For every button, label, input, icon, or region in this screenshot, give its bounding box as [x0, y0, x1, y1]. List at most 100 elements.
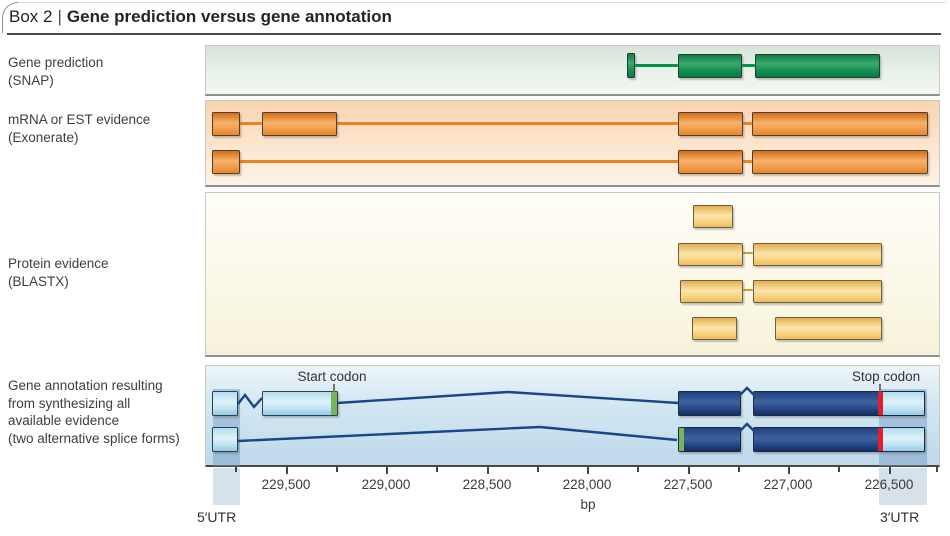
- start-codon-mark: [331, 392, 337, 415]
- est1-exon-2: [262, 112, 337, 136]
- axis-tick-label: 229,000: [361, 477, 411, 492]
- tx1-cds-exon-3-segment: [679, 392, 740, 415]
- tx1-utr5-exon: [212, 391, 238, 416]
- tx2-utr5-exon: [212, 427, 238, 452]
- est1-exon-4: [752, 112, 928, 136]
- est1-intron-2: [337, 121, 678, 125]
- axis-minor-tick: [436, 467, 438, 472]
- tx2-utr5-exon-segment: [213, 428, 237, 451]
- axis-major-tick: [587, 467, 589, 474]
- tx2-exon-3-with-stop-codon: [753, 427, 925, 452]
- est1-exon-4-segment: [753, 113, 927, 135]
- axis-tick-label: 227,500: [663, 477, 713, 492]
- snap-exon-2-segment: [679, 55, 741, 77]
- axis-tick-label: 226,500: [864, 477, 914, 492]
- axis-minor-tick: [637, 467, 639, 472]
- label-protein-evidence: Protein evidence (BLASTX): [8, 256, 109, 289]
- est2-exon-2-segment: [679, 151, 742, 173]
- stop-codon-mark: [878, 428, 883, 451]
- axis-tick-label: 229,500: [261, 477, 311, 492]
- start-codon-pointer: [333, 384, 335, 392]
- est1-exon-2-segment: [263, 113, 336, 135]
- tx1-exon-2-with-start-codon: [262, 391, 338, 416]
- blastx4-hit-2: [775, 317, 882, 340]
- utr5-shading-band-outer: [213, 468, 240, 505]
- utr3-label: 3′UTR: [880, 509, 920, 525]
- start-codon-mark: [679, 428, 684, 451]
- snap-exon-2: [678, 54, 742, 78]
- snap-intron-1: [635, 63, 678, 67]
- est2-intron-2: [743, 159, 752, 163]
- axis-major-tick: [487, 467, 489, 474]
- label-gene-annotation: Gene annotation resulting from synthesiz…: [8, 378, 180, 446]
- blastx2-hit-1-segment: [679, 244, 742, 265]
- blastx2-hit-1: [678, 243, 743, 266]
- est2-exon-3-segment: [753, 151, 927, 173]
- start-codon-label: Start codon: [297, 369, 367, 384]
- axis-unit-label: bp: [580, 497, 596, 512]
- axis-minor-tick: [537, 467, 539, 472]
- utr3-shading-band-outer: [879, 468, 927, 505]
- snap-exon-3-segment: [756, 55, 879, 77]
- tx2-cds-exon-2-with-start-codon-segment: [684, 428, 740, 451]
- axis-major-tick: [386, 467, 388, 474]
- utr5-label: 5′UTR: [197, 509, 237, 525]
- est1-exon-3: [678, 112, 743, 136]
- blastx3-hit-2-segment: [754, 281, 881, 302]
- axis-tick-label: 228,000: [562, 477, 612, 492]
- tx2-exon-3-with-stop-codon-segment: [883, 428, 924, 451]
- axis-major-tick: [788, 467, 790, 474]
- stop-codon-pointer: [879, 384, 881, 392]
- axis-tick-label: 227,000: [763, 477, 813, 492]
- est1-exon-1-segment: [213, 113, 239, 135]
- snap-exon-3: [755, 54, 880, 78]
- snap-exon-1-segment: [628, 54, 634, 77]
- blastx3-hit-2: [753, 280, 882, 303]
- tx2-cds-exon-2-with-start-codon: [678, 427, 741, 452]
- title-separator: |: [57, 7, 62, 26]
- tx1-utr5-exon-segment: [213, 392, 237, 415]
- axis-minor-tick: [336, 467, 338, 472]
- snap-intron-2: [742, 63, 755, 67]
- label-mrna-est-evidence: mRNA or EST evidence (Exonerate): [8, 112, 151, 145]
- blastx1-hit-1-segment: [694, 206, 732, 227]
- axis-minor-tick: [936, 467, 938, 472]
- blastx4-hit-1: [692, 317, 737, 340]
- blastx2-hit-2-segment: [754, 244, 881, 265]
- axis-minor-tick: [838, 467, 840, 472]
- label-gene-prediction: Gene prediction (SNAP): [8, 55, 104, 88]
- blastx4-hit-1-segment: [693, 318, 736, 339]
- blastx3-hit-1: [680, 280, 743, 303]
- blastx2-gap-line: [743, 252, 753, 254]
- axis-major-tick: [889, 467, 891, 474]
- est1-intron-3: [743, 121, 752, 125]
- est2-exon-3: [752, 150, 928, 174]
- axis-tick-label: 228,500: [462, 477, 512, 492]
- tx1-exon-4-with-stop-codon-segment: [883, 392, 924, 415]
- blastx2-hit-2: [753, 243, 882, 266]
- axis-major-tick: [286, 467, 288, 474]
- est2-exon-1: [212, 150, 240, 174]
- axis-minor-tick: [738, 467, 740, 472]
- blastx1-hit-1: [693, 205, 733, 228]
- box-number: Box 2: [9, 7, 53, 26]
- snap-exon-1: [627, 53, 635, 78]
- title-heading: Gene prediction versus gene annotation: [66, 7, 392, 26]
- est2-exon-2: [678, 150, 743, 174]
- axis-major-tick: [688, 467, 690, 474]
- tx1-exon-2-with-start-codon-segment: [263, 392, 331, 415]
- blastx3-hit-1-segment: [681, 281, 742, 302]
- tx1-exon-4-with-stop-codon-segment: [754, 392, 878, 415]
- figure-title: Box 2 | Gene prediction versus gene annota…: [9, 7, 392, 27]
- box-corner-decoration: [2, 2, 29, 33]
- stop-codon-label: Stop codon: [851, 369, 921, 384]
- blastx4-hit-2-segment: [776, 318, 881, 339]
- box-top-border: [18, 2, 946, 3]
- title-rule: [7, 33, 941, 35]
- est2-exon-1-segment: [213, 151, 239, 173]
- est1-exon-3-segment: [679, 113, 742, 135]
- blastx3-gap-line: [743, 289, 753, 291]
- est1-exon-1: [212, 112, 240, 136]
- est1-intron-1: [240, 121, 262, 125]
